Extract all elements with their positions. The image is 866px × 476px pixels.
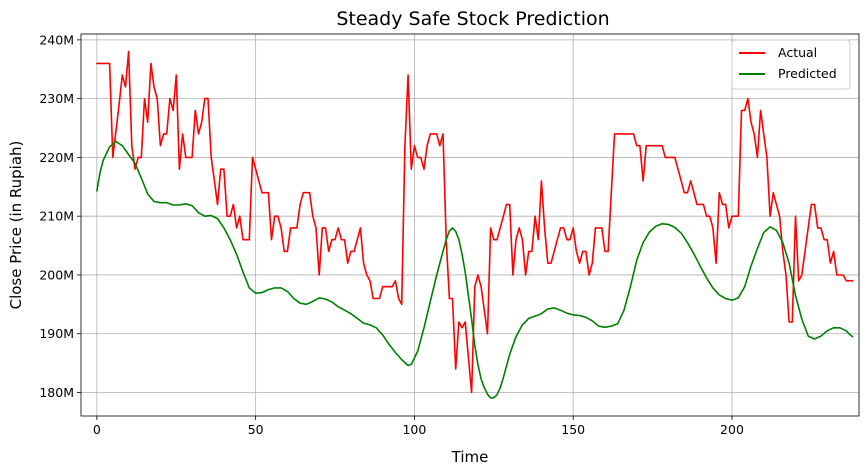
series-layer bbox=[96, 50, 854, 399]
x-tick-label: 50 bbox=[248, 422, 264, 437]
series-line-actual bbox=[96, 50, 854, 394]
y-tick-label: 200M bbox=[39, 267, 74, 282]
legend: Actual Predicted bbox=[731, 39, 851, 90]
x-axis-label: Time bbox=[451, 448, 489, 466]
y-tick-label: 190M bbox=[39, 326, 74, 341]
x-tick-label: 150 bbox=[561, 422, 585, 437]
y-tick-label: 210M bbox=[39, 209, 74, 224]
x-tick-label: 100 bbox=[402, 422, 426, 437]
y-tick-label: 220M bbox=[39, 150, 74, 165]
chart-title: Steady Safe Stock Prediction bbox=[336, 8, 609, 30]
series-line-predicted bbox=[96, 140, 854, 399]
x-tick-label: 200 bbox=[720, 422, 744, 437]
x-tick-label: 0 bbox=[93, 422, 101, 437]
y-tick-label: 180M bbox=[39, 385, 74, 400]
plot-area-frame bbox=[80, 33, 860, 417]
legend-label-actual: Actual bbox=[778, 45, 817, 60]
x-axis: 0 50 100 150 200 bbox=[93, 416, 744, 437]
y-axis: 180M 190M 200M 210M 220M 230M 240M bbox=[39, 32, 81, 400]
y-axis-label: Close Price (in Rupiah) bbox=[7, 141, 25, 310]
y-tick-label: 240M bbox=[39, 32, 74, 47]
y-tick-label: 230M bbox=[39, 91, 74, 106]
legend-label-predicted: Predicted bbox=[778, 66, 837, 81]
